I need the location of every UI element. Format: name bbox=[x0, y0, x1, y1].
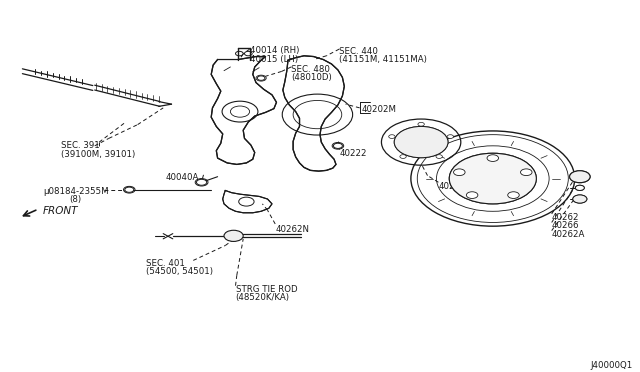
Polygon shape bbox=[211, 57, 276, 164]
Text: 40202M: 40202M bbox=[362, 105, 397, 114]
Circle shape bbox=[333, 143, 342, 148]
Circle shape bbox=[449, 153, 536, 204]
Text: SEC. 401: SEC. 401 bbox=[146, 259, 185, 267]
Circle shape bbox=[257, 76, 265, 80]
Text: (54500, 54501): (54500, 54501) bbox=[146, 267, 213, 276]
Circle shape bbox=[224, 230, 243, 241]
Text: STRG TIE ROD: STRG TIE ROD bbox=[236, 285, 297, 294]
Text: 40262A: 40262A bbox=[552, 230, 585, 239]
Circle shape bbox=[394, 126, 448, 158]
Circle shape bbox=[575, 185, 584, 190]
Circle shape bbox=[508, 192, 519, 198]
Text: 40262: 40262 bbox=[552, 213, 579, 222]
Circle shape bbox=[573, 195, 587, 203]
Text: (39100M, 39101): (39100M, 39101) bbox=[61, 150, 135, 158]
Text: FRONT: FRONT bbox=[42, 206, 77, 216]
Circle shape bbox=[436, 155, 442, 158]
Circle shape bbox=[570, 171, 590, 183]
Text: (41151M, 41151MA): (41151M, 41151MA) bbox=[339, 55, 427, 64]
Circle shape bbox=[394, 126, 448, 158]
Circle shape bbox=[479, 170, 507, 187]
Text: SEC. 480: SEC. 480 bbox=[291, 65, 330, 74]
Text: 40207: 40207 bbox=[438, 182, 466, 191]
Text: J40000Q1: J40000Q1 bbox=[590, 361, 632, 370]
Circle shape bbox=[400, 155, 406, 158]
Circle shape bbox=[573, 195, 587, 203]
Circle shape bbox=[570, 171, 590, 183]
Circle shape bbox=[447, 135, 454, 138]
Text: µ08184-2355M: µ08184-2355M bbox=[44, 187, 109, 196]
Circle shape bbox=[575, 185, 584, 190]
Text: (48010D): (48010D) bbox=[291, 73, 332, 82]
Polygon shape bbox=[223, 190, 272, 213]
Circle shape bbox=[487, 155, 499, 161]
Text: 40266: 40266 bbox=[552, 221, 579, 230]
Circle shape bbox=[454, 169, 465, 176]
Circle shape bbox=[467, 192, 478, 198]
Circle shape bbox=[520, 169, 532, 176]
Text: SEC. 440: SEC. 440 bbox=[339, 46, 378, 55]
Text: 40015 (LH): 40015 (LH) bbox=[250, 55, 298, 64]
Text: 40222: 40222 bbox=[339, 149, 367, 158]
Text: 40262N: 40262N bbox=[275, 225, 309, 234]
Text: 40040A: 40040A bbox=[165, 173, 198, 182]
Text: (48520K/KA): (48520K/KA) bbox=[236, 293, 289, 302]
Text: 40014 (RH): 40014 (RH) bbox=[250, 46, 299, 55]
Circle shape bbox=[388, 135, 395, 138]
Text: (8): (8) bbox=[69, 195, 81, 204]
Text: SEC. 391: SEC. 391 bbox=[61, 141, 100, 150]
Circle shape bbox=[418, 122, 424, 126]
Circle shape bbox=[125, 187, 134, 192]
Circle shape bbox=[196, 179, 207, 185]
Circle shape bbox=[449, 153, 536, 204]
Polygon shape bbox=[283, 56, 344, 171]
